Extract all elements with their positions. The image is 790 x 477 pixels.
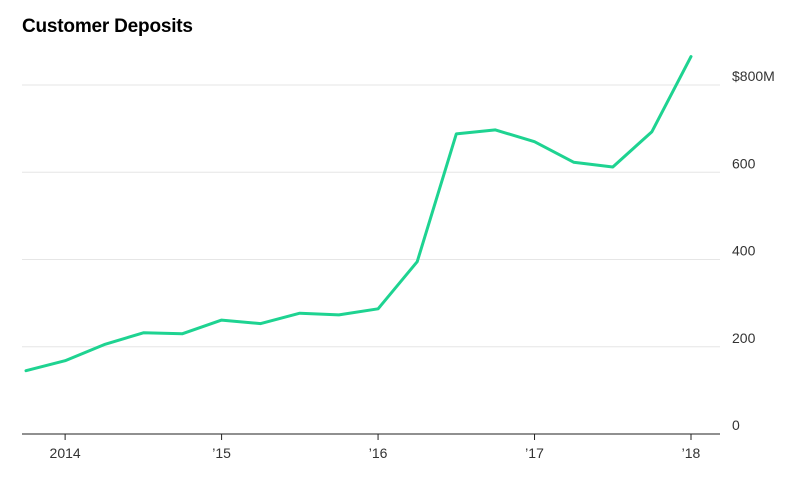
y-tick-label: $800M xyxy=(732,68,775,84)
y-tick-label: 400 xyxy=(732,243,756,259)
x-axis-ticks: 2014 ’15 ’16 ’17 ’18 xyxy=(50,434,701,461)
x-tick-label: 2014 xyxy=(50,445,81,461)
x-tick-label: ’17 xyxy=(525,445,544,461)
series-group xyxy=(24,55,693,373)
gridlines xyxy=(22,84,720,348)
y-axis-ticks: 0 200 400 600 $800M xyxy=(732,68,775,433)
y-tick-label: 0 xyxy=(732,417,740,433)
x-tick-label: ’16 xyxy=(369,445,388,461)
series-line xyxy=(24,55,693,373)
x-tick-label: ’18 xyxy=(682,445,701,461)
y-tick-label: 200 xyxy=(732,330,756,346)
y-tick-label: 600 xyxy=(732,155,756,171)
chart-title: Customer Deposits xyxy=(22,16,193,37)
x-tick-label: ’15 xyxy=(212,445,231,461)
